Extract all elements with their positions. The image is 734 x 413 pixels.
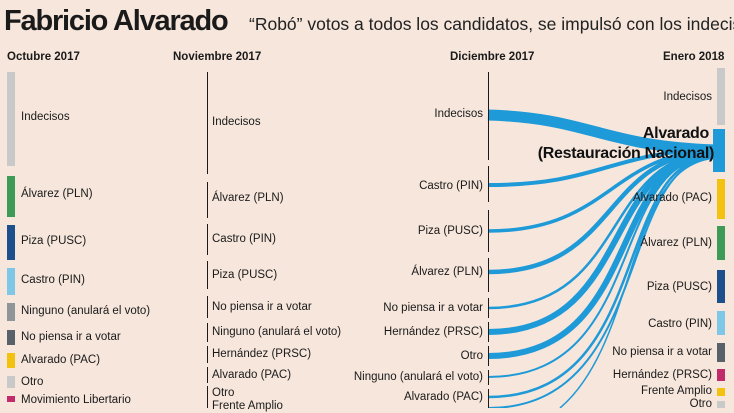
- bar-oct-no-piensa: [7, 330, 15, 345]
- page-subtitle: “Robó” votos a todos los candidatos, se …: [249, 14, 734, 34]
- bar-ene-frente-amplio: [717, 388, 725, 396]
- line-dic-piza: [488, 210, 489, 252]
- label-oct-alvarez-pln: Álvarez (PLN): [21, 188, 93, 200]
- bar-ene-castro-pin: [717, 311, 725, 335]
- line-nov-indecisos: [207, 72, 208, 174]
- label-nov-castro: Castro (PIN): [212, 233, 276, 245]
- label-nov-ninguno: Ninguno (anulará el voto): [212, 326, 342, 338]
- line-dic-no-piensa: [488, 298, 489, 318]
- label-ene-hernandez: Hernández (PRSC): [612, 369, 712, 381]
- line-nov-alvarado-pac: [207, 367, 208, 383]
- bar-ene-hernandez: [717, 369, 725, 381]
- label-ene-frente-amplio: Frente Amplio: [641, 385, 712, 397]
- column-header-diciembre: Diciembre 2017: [450, 51, 535, 63]
- label-nov-piza: Piza (PUSC): [212, 269, 278, 281]
- label-oct-alvarado-pac: Alvarado (PAC): [21, 354, 101, 366]
- label-nov-no-piensa: No piensa ir a votar: [212, 301, 312, 313]
- bar-oct-alvarado-pac: [7, 353, 15, 368]
- line-dic-alvarado-pac: [488, 389, 489, 408]
- label-dic-otro: Otro: [460, 350, 483, 362]
- label-ene-no-piensa: No piensa ir a votar: [612, 346, 712, 358]
- line-dic-hernandez: [488, 322, 489, 342]
- line-nov-otro: [207, 386, 208, 408]
- column-header-enero: Enero 2018: [663, 51, 725, 63]
- bar-ene-indecisos: [717, 68, 725, 125]
- label-ene-winner-party: (Restauración Nacional): [537, 145, 715, 162]
- flow-ninguno: [487, 154, 717, 378]
- bar-oct-indecisos: [7, 72, 15, 166]
- label-dic-alvarado-pac: Alvarado (PAC): [403, 391, 483, 403]
- label-oct-otro: Otro: [21, 376, 44, 388]
- label-nov-indecisos: Indecisos: [212, 116, 261, 128]
- label-dic-indecisos: Indecisos: [434, 108, 483, 120]
- line-nov-alvarez: [207, 182, 208, 218]
- line-nov-piza: [207, 261, 208, 289]
- flow-indecisos: [487, 109, 717, 156]
- line-dic-alvarez: [488, 258, 489, 292]
- flow-alvarez: [487, 148, 717, 275]
- line-dic-ninguno: [488, 370, 489, 385]
- label-oct-indecisos: Indecisos: [21, 111, 70, 123]
- label-dic-alvarez: Álvarez (PLN): [411, 266, 483, 278]
- bar-ene-alvarez-pln: [717, 226, 725, 260]
- line-nov-no-piensa: [207, 296, 208, 318]
- label-ene-alvarez-pln: Álvarez (PLN): [640, 237, 712, 249]
- column-header-octubre: Octubre 2017: [7, 51, 80, 63]
- label-dic-castro: Castro (PIN): [419, 180, 483, 192]
- line-dic-castro: [488, 166, 489, 202]
- bar-ene-piza-pusc: [717, 270, 725, 303]
- bar-oct-ninguno: [7, 303, 15, 321]
- label-ene-indecisos: Indecisos: [663, 91, 712, 103]
- label-nov-hernandez: Hernández (PRSC): [212, 348, 312, 360]
- label-oct-castro-pin: Castro (PIN): [21, 274, 85, 286]
- label-oct-movimiento-libertario: Movimiento Libertario: [21, 394, 131, 406]
- bar-oct-alvarez-pln: [7, 176, 15, 217]
- label-nov-alvarez: Álvarez (PLN): [212, 192, 284, 204]
- line-nov-castro: [207, 224, 208, 255]
- bar-oct-castro-pin: [7, 268, 15, 295]
- line-dic-otro: [488, 346, 489, 366]
- flow-alvarado-pac: [487, 154, 717, 399]
- label-ene-winner-name: Alvarado: [642, 125, 709, 142]
- label-dic-ninguno: Ninguno (anulará el voto): [353, 371, 483, 383]
- label-oct-no-piensa: No piensa ir a votar: [21, 331, 121, 343]
- line-nov-hernandez: [207, 346, 208, 363]
- label-dic-no-piensa: No piensa ir a votar: [383, 302, 483, 314]
- bar-oct-piza-pusc: [7, 225, 15, 260]
- label-oct-piza-pusc: Piza (PUSC): [21, 235, 87, 247]
- label-oct-ninguno: Ninguno (anulará el voto): [21, 305, 151, 317]
- label-nov-frente-amplio: Frente Amplio: [212, 400, 283, 412]
- bar-oct-movimiento-libertario: [7, 396, 15, 402]
- label-ene-piza-pusc: Piza (PUSC): [646, 281, 712, 293]
- flow-castro: [487, 147, 717, 187]
- bar-oct-otro: [7, 376, 15, 388]
- label-ene-castro-pin: Castro (PIN): [648, 318, 712, 330]
- label-ene-alvarado-pac: Alvarado (PAC): [632, 192, 712, 204]
- line-dic-indecisos: [488, 72, 489, 160]
- bar-ene-otro: [717, 401, 725, 408]
- line-nov-ninguno: [207, 323, 208, 342]
- page-title: Fabricio Alvarado: [4, 5, 229, 37]
- column-header-noviembre: Noviembre 2017: [173, 51, 262, 63]
- label-dic-piza: Piza (PUSC): [417, 225, 483, 237]
- bar-ene-no-piensa: [717, 343, 725, 362]
- bar-ene-alvarado-pac: [717, 179, 725, 219]
- label-dic-hernandez: Hernández (PRSC): [383, 326, 483, 338]
- flow-hernandez: [487, 150, 717, 335]
- label-nov-alvarado-pac: Alvarado (PAC): [212, 369, 292, 381]
- flow-otro: [487, 151, 717, 359]
- bar-ene-alvarado-rn: [713, 129, 725, 172]
- label-nov-otro: Otro: [212, 387, 235, 399]
- flow-extra-2: [559, 157, 717, 408]
- label-ene-otro: Otro: [689, 398, 712, 410]
